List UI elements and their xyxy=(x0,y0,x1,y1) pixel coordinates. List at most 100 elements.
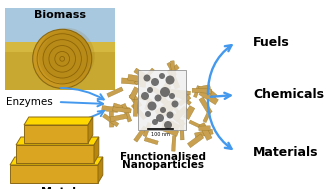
FancyArrow shape xyxy=(167,62,176,76)
Circle shape xyxy=(147,87,153,93)
FancyArrow shape xyxy=(167,64,179,75)
FancyArrow shape xyxy=(189,120,207,131)
FancyArrow shape xyxy=(134,126,147,142)
FancyArrow shape xyxy=(129,93,142,108)
FancyArrow shape xyxy=(168,89,187,100)
Text: Biomass: Biomass xyxy=(34,10,86,20)
FancyArrow shape xyxy=(184,105,195,120)
Circle shape xyxy=(147,101,156,111)
FancyArrow shape xyxy=(171,89,191,95)
Circle shape xyxy=(164,121,172,129)
FancyArrow shape xyxy=(168,121,180,130)
FancyArrow shape xyxy=(170,61,176,76)
FancyArrow shape xyxy=(163,122,174,127)
Text: Nanoparticles: Nanoparticles xyxy=(122,160,204,170)
Circle shape xyxy=(42,32,91,80)
Circle shape xyxy=(166,75,174,84)
Bar xyxy=(5,8,115,49)
FancyArrow shape xyxy=(199,126,210,131)
Text: Fuels: Fuels xyxy=(253,36,290,49)
Bar xyxy=(5,43,115,52)
FancyArrow shape xyxy=(170,102,180,114)
FancyArrow shape xyxy=(166,98,177,116)
Text: Functionalised: Functionalised xyxy=(120,152,206,162)
FancyArrow shape xyxy=(113,103,130,112)
Text: Chemicals: Chemicals xyxy=(253,88,324,101)
FancyArrow shape xyxy=(141,68,155,84)
FancyArrow shape xyxy=(158,84,171,102)
Text: 100 nm: 100 nm xyxy=(151,132,170,136)
FancyArrow shape xyxy=(134,68,152,82)
Circle shape xyxy=(145,111,151,117)
Bar xyxy=(138,70,186,130)
Circle shape xyxy=(152,119,158,125)
Circle shape xyxy=(151,78,159,86)
FancyArrow shape xyxy=(138,95,150,102)
Circle shape xyxy=(155,94,161,101)
Polygon shape xyxy=(24,117,93,125)
Polygon shape xyxy=(16,145,94,163)
FancyArrow shape xyxy=(199,89,218,105)
Bar xyxy=(5,49,115,90)
FancyArrow shape xyxy=(199,84,211,91)
FancyArrow shape xyxy=(171,136,176,151)
Polygon shape xyxy=(16,137,99,145)
FancyArrow shape xyxy=(195,129,213,138)
Circle shape xyxy=(143,74,151,81)
Polygon shape xyxy=(10,157,103,165)
Circle shape xyxy=(171,101,179,108)
FancyArrow shape xyxy=(109,112,114,127)
Circle shape xyxy=(160,87,170,97)
FancyArrow shape xyxy=(110,114,127,122)
FancyArrow shape xyxy=(157,94,171,108)
FancyArrow shape xyxy=(102,114,119,127)
FancyArrow shape xyxy=(160,106,173,117)
Circle shape xyxy=(141,92,149,100)
Polygon shape xyxy=(98,157,103,183)
Circle shape xyxy=(156,114,164,122)
FancyArrow shape xyxy=(160,77,173,95)
FancyArrow shape xyxy=(129,87,139,100)
FancyArrow shape xyxy=(162,121,174,131)
Polygon shape xyxy=(88,117,93,143)
FancyArrow shape xyxy=(140,76,147,87)
Circle shape xyxy=(169,93,175,99)
FancyArrow shape xyxy=(149,85,162,96)
FancyArrow shape xyxy=(107,87,123,97)
FancyArrow shape xyxy=(172,106,188,122)
FancyArrow shape xyxy=(102,105,118,112)
FancyArrow shape xyxy=(193,86,200,98)
Circle shape xyxy=(159,73,165,79)
Polygon shape xyxy=(94,137,99,163)
FancyArrow shape xyxy=(131,103,146,120)
Circle shape xyxy=(160,107,166,113)
FancyArrow shape xyxy=(113,107,131,113)
FancyArrow shape xyxy=(180,120,184,140)
FancyArrow shape xyxy=(203,111,211,123)
FancyArrow shape xyxy=(161,125,179,136)
FancyArrow shape xyxy=(170,112,185,127)
FancyArrow shape xyxy=(144,98,152,110)
Circle shape xyxy=(33,29,92,88)
FancyArrow shape xyxy=(133,99,138,116)
FancyArrow shape xyxy=(144,137,158,145)
FancyArrow shape xyxy=(121,78,141,85)
Text: Materials: Materials xyxy=(253,146,319,159)
Circle shape xyxy=(167,112,173,119)
FancyArrow shape xyxy=(127,74,141,82)
FancyArrow shape xyxy=(134,74,145,85)
Polygon shape xyxy=(24,125,88,143)
FancyArrow shape xyxy=(155,101,173,116)
FancyArrow shape xyxy=(199,122,212,140)
FancyArrow shape xyxy=(199,97,212,114)
Text: Enzymes: Enzymes xyxy=(6,97,53,107)
FancyArrow shape xyxy=(187,134,204,148)
FancyArrow shape xyxy=(192,88,212,93)
FancyArrow shape xyxy=(206,88,217,98)
Text: Metal: Metal xyxy=(40,187,76,189)
Circle shape xyxy=(38,28,95,84)
Polygon shape xyxy=(10,165,98,183)
FancyArrow shape xyxy=(122,103,132,122)
FancyArrow shape xyxy=(168,69,180,89)
FancyArrow shape xyxy=(177,92,191,105)
